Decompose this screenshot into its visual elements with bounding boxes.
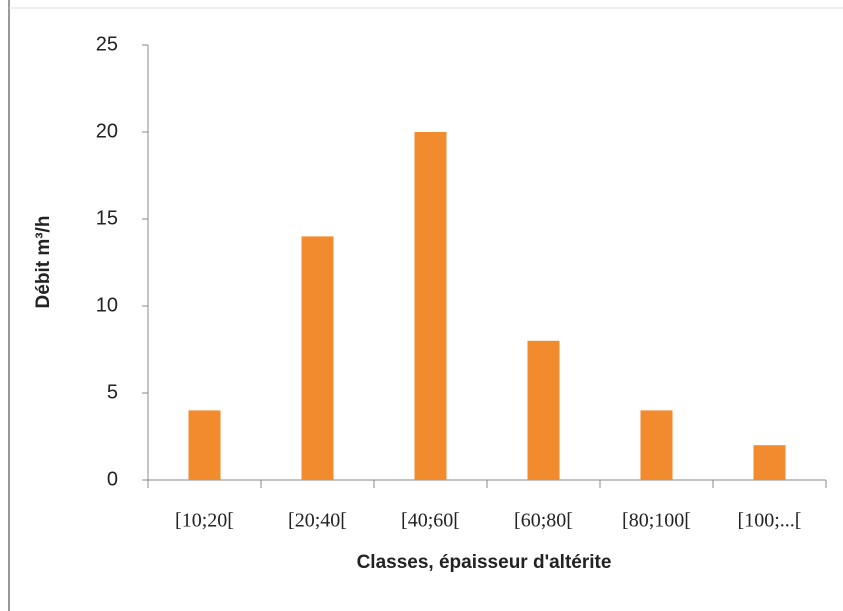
- y-axis-title: Débit m³/h: [33, 216, 54, 309]
- bar: [188, 410, 221, 480]
- x-tick-label: [100;...[: [738, 510, 802, 532]
- x-tick-label: [80;100[: [622, 510, 691, 532]
- y-tick-label: 25: [96, 33, 118, 55]
- y-tick-label: 20: [96, 120, 118, 142]
- x-axis-title: Classes, épaisseur d'altérite: [357, 552, 612, 573]
- bar: [414, 132, 447, 480]
- y-tick-label: 0: [107, 468, 118, 490]
- x-tick-label: [10;20[: [175, 510, 234, 532]
- y-tick-label: 10: [96, 294, 118, 316]
- bar: [753, 445, 786, 480]
- x-tick-label: [40;60[: [401, 510, 460, 532]
- bar: [527, 340, 560, 480]
- x-tick-label: [60;80[: [514, 510, 573, 532]
- x-tick-label: [20;40[: [288, 510, 347, 532]
- y-tick-label: 5: [107, 381, 118, 403]
- bar: [301, 236, 334, 480]
- bar: [640, 410, 673, 480]
- y-tick-label: 15: [96, 207, 118, 229]
